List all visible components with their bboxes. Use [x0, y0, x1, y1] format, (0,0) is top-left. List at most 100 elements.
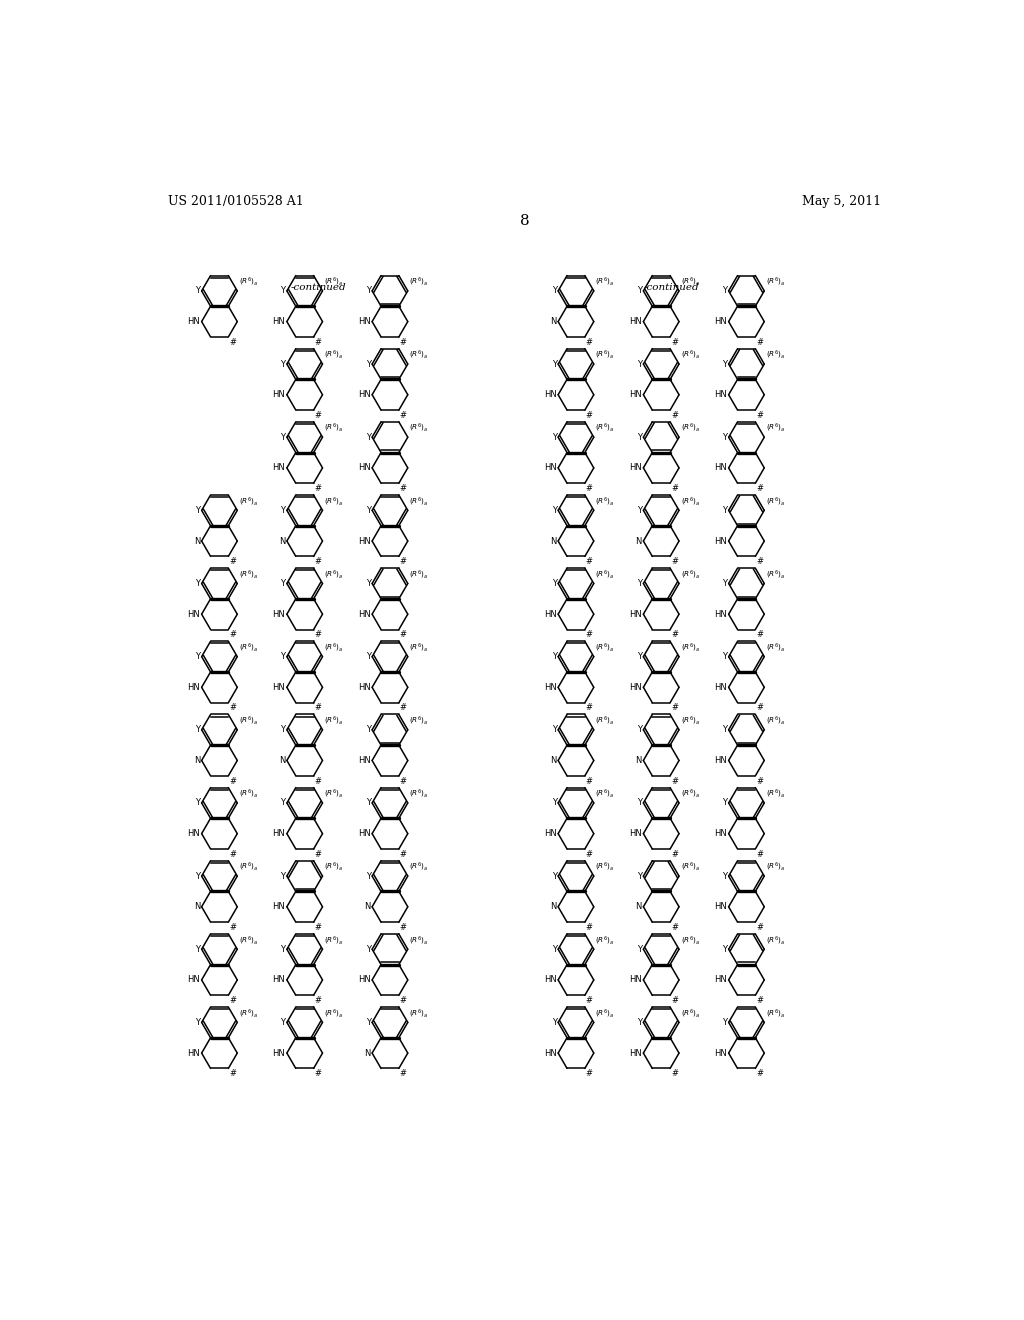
- Text: HN: HN: [715, 903, 727, 911]
- Text: HN: HN: [357, 391, 371, 399]
- Text: Y: Y: [366, 433, 371, 442]
- Text: $(R^6)_a$: $(R^6)_a$: [410, 788, 429, 800]
- Text: #: #: [756, 630, 763, 639]
- Text: #: #: [229, 850, 237, 859]
- Text: Y: Y: [281, 579, 286, 587]
- Text: $(R^6)_a$: $(R^6)_a$: [595, 495, 614, 508]
- Text: Y: Y: [366, 799, 371, 808]
- Text: #: #: [756, 997, 763, 1005]
- Text: Y: Y: [552, 506, 557, 515]
- Text: Y: Y: [722, 799, 727, 808]
- Text: Y: Y: [281, 799, 286, 808]
- Text: Y: Y: [366, 652, 371, 661]
- Text: HN: HN: [715, 829, 727, 838]
- Text: $(R^6)_a$: $(R^6)_a$: [595, 788, 614, 800]
- Text: HN: HN: [715, 536, 727, 545]
- Text: $(R^6)_a$: $(R^6)_a$: [410, 569, 429, 581]
- Text: #: #: [314, 338, 322, 347]
- Text: Y: Y: [637, 1018, 642, 1027]
- Text: N: N: [636, 536, 642, 545]
- Text: HN: HN: [629, 610, 642, 619]
- Text: Y: Y: [722, 725, 727, 734]
- Text: Y: Y: [196, 871, 200, 880]
- Text: #: #: [586, 557, 593, 566]
- Text: #: #: [671, 923, 678, 932]
- Text: $(R^6)_a$: $(R^6)_a$: [766, 495, 785, 508]
- Text: Y: Y: [196, 945, 200, 954]
- Text: Y: Y: [366, 286, 371, 296]
- Text: #: #: [314, 850, 322, 859]
- Text: #: #: [586, 1069, 593, 1078]
- Text: Y: Y: [281, 286, 286, 296]
- Text: Y: Y: [281, 871, 286, 880]
- Text: #: #: [399, 1069, 407, 1078]
- Text: $(R^6)_a$: $(R^6)_a$: [766, 348, 785, 362]
- Text: HN: HN: [544, 463, 557, 473]
- Text: $(R^6)_a$: $(R^6)_a$: [239, 276, 258, 288]
- Text: HN: HN: [629, 391, 642, 399]
- Text: #: #: [229, 704, 237, 713]
- Text: Y: Y: [722, 945, 727, 954]
- Text: #: #: [671, 557, 678, 566]
- Text: $(R^6)_a$: $(R^6)_a$: [681, 569, 700, 581]
- Text: HN: HN: [187, 317, 200, 326]
- Text: HN: HN: [357, 536, 371, 545]
- Text: $(R^6)_a$: $(R^6)_a$: [595, 642, 614, 653]
- Text: Y: Y: [637, 652, 642, 661]
- Text: $(R^6)_a$: $(R^6)_a$: [766, 276, 785, 288]
- Text: $(R^6)_a$: $(R^6)_a$: [681, 715, 700, 727]
- Text: #: #: [229, 630, 237, 639]
- Text: HN: HN: [272, 682, 286, 692]
- Text: Y: Y: [722, 871, 727, 880]
- Text: Y: Y: [196, 286, 200, 296]
- Text: $(R^6)_a$: $(R^6)_a$: [766, 788, 785, 800]
- Text: HN: HN: [715, 975, 727, 985]
- Text: #: #: [399, 338, 407, 347]
- Text: $(R^6)_a$: $(R^6)_a$: [595, 935, 614, 946]
- Text: Y: Y: [552, 945, 557, 954]
- Text: HN: HN: [357, 829, 371, 838]
- Text: Y: Y: [552, 871, 557, 880]
- Text: Y: Y: [722, 579, 727, 587]
- Text: N: N: [279, 756, 286, 766]
- Text: #: #: [314, 630, 322, 639]
- Text: #: #: [756, 1069, 763, 1078]
- Text: #: #: [229, 997, 237, 1005]
- Text: $(R^6)_a$: $(R^6)_a$: [410, 1007, 429, 1019]
- Text: HN: HN: [544, 975, 557, 985]
- Text: #: #: [586, 923, 593, 932]
- Text: $(R^6)_a$: $(R^6)_a$: [681, 348, 700, 362]
- Text: $(R^6)_a$: $(R^6)_a$: [324, 1007, 343, 1019]
- Text: $(R^6)_a$: $(R^6)_a$: [595, 861, 614, 874]
- Text: $(R^6)_a$: $(R^6)_a$: [681, 276, 700, 288]
- Text: $(R^6)_a$: $(R^6)_a$: [324, 422, 343, 434]
- Text: #: #: [399, 776, 407, 785]
- Text: N: N: [279, 536, 286, 545]
- Text: $(R^6)_a$: $(R^6)_a$: [239, 715, 258, 727]
- Text: $(R^6)_a$: $(R^6)_a$: [239, 861, 258, 874]
- Text: $(R^6)_a$: $(R^6)_a$: [324, 788, 343, 800]
- Text: #: #: [399, 484, 407, 492]
- Text: #: #: [399, 630, 407, 639]
- Text: #: #: [314, 704, 322, 713]
- Text: N: N: [636, 903, 642, 911]
- Text: #: #: [586, 411, 593, 420]
- Text: #: #: [314, 1069, 322, 1078]
- Text: Y: Y: [196, 725, 200, 734]
- Text: HN: HN: [357, 463, 371, 473]
- Text: #: #: [671, 338, 678, 347]
- Text: $(R^6)_a$: $(R^6)_a$: [324, 276, 343, 288]
- Text: Y: Y: [281, 652, 286, 661]
- Text: HN: HN: [629, 317, 642, 326]
- Text: $(R^6)_a$: $(R^6)_a$: [324, 495, 343, 508]
- Text: Y: Y: [637, 799, 642, 808]
- Text: $(R^6)_a$: $(R^6)_a$: [410, 935, 429, 946]
- Text: #: #: [399, 557, 407, 566]
- Text: $(R^6)_a$: $(R^6)_a$: [595, 1007, 614, 1019]
- Text: Y: Y: [552, 725, 557, 734]
- Text: #: #: [586, 997, 593, 1005]
- Text: HN: HN: [272, 903, 286, 911]
- Text: HN: HN: [272, 975, 286, 985]
- Text: Y: Y: [637, 506, 642, 515]
- Text: #: #: [756, 411, 763, 420]
